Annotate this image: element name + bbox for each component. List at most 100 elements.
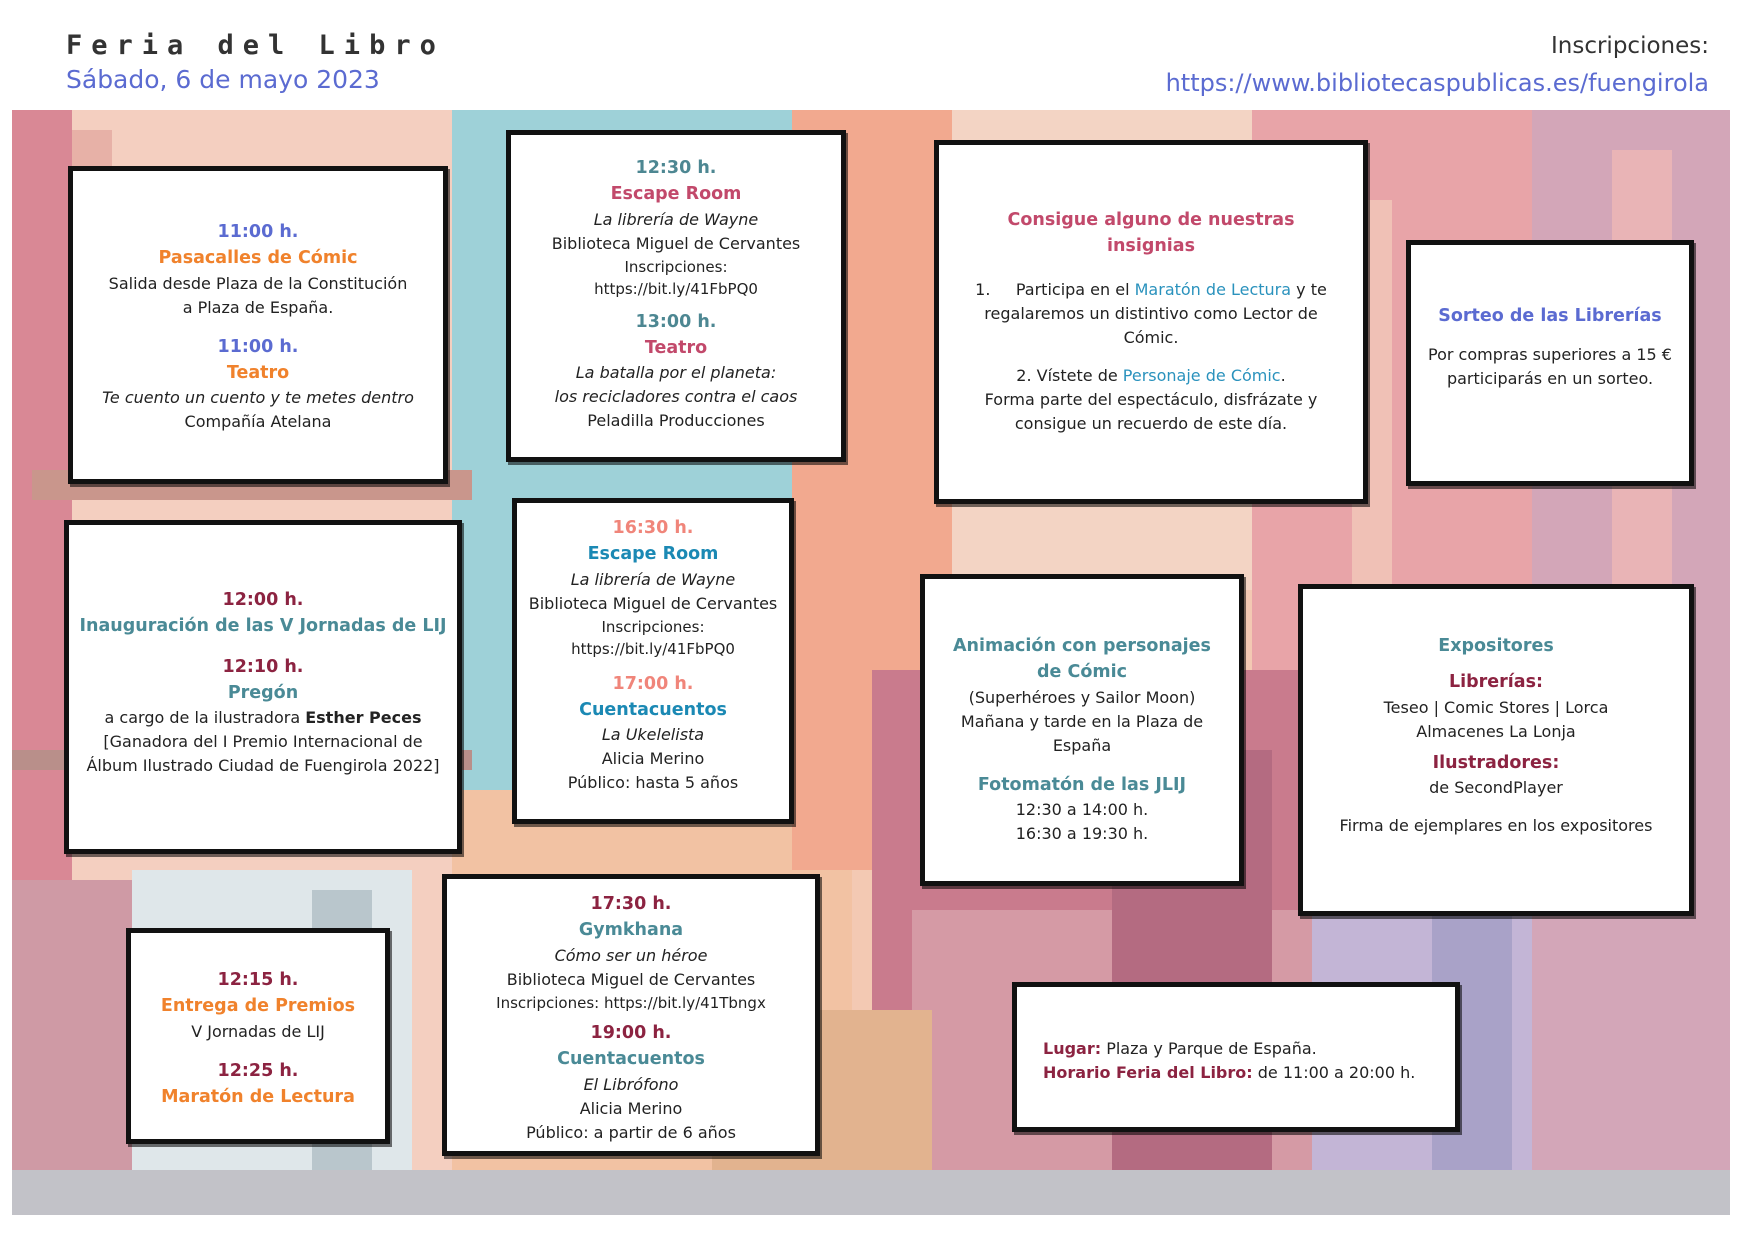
hours-value: de 11:00 a 20:00 h. — [1252, 1063, 1416, 1082]
event-subtitle: La Ukelelista — [601, 725, 705, 744]
badge-item-1: 1. Participa en el Maratón de Lectura y … — [975, 279, 1327, 299]
registration-text: Inscripciones: — [601, 617, 705, 636]
page-title: Feria del Libro — [66, 30, 445, 61]
awards-box: 12:15 h. Entrega de Premios V Jornadas d… — [126, 928, 390, 1144]
badge-item-2-line2: Forma parte del espectáculo, disfrázate … — [984, 389, 1318, 409]
box-heading: Fotomatón de las JLIJ — [977, 774, 1187, 795]
box-heading: de Cómic — [1037, 662, 1127, 683]
raffle-box: Sorteo de las Librerías Por compras supe… — [1406, 240, 1694, 486]
badge-item-1-line2: regalaremos un distintivo como Lector de — [984, 303, 1318, 323]
raffle-text: participarás en un sorteo. — [1446, 369, 1654, 389]
event-title: Escape Room — [610, 184, 742, 205]
event-description: a Plaza de España. — [182, 297, 334, 317]
registration-link[interactable]: https://www.bibliotecaspublicas.es/fueng… — [1165, 69, 1709, 97]
exhibitors-box: Expositores Librerías: Teseo | Comic Sto… — [1298, 584, 1694, 916]
event-title: Entrega de Premios — [160, 996, 356, 1017]
header-right: Inscripciones: https://www.bibliotecaspu… — [1166, 33, 1709, 97]
raffle-text: Por compras superiores a 15 € — [1428, 345, 1672, 365]
award-line: Álbum Ilustrado Ciudad de Fuengirola 202… — [86, 756, 440, 775]
registration-url[interactable]: https://bit.ly/41FbPQ0 — [571, 640, 735, 658]
event-title: Teatro — [226, 362, 290, 383]
event-title: Gymkhana — [578, 920, 684, 941]
time-label: 12:15 h. — [217, 970, 299, 990]
performer-name: Alicia Merino — [601, 749, 705, 768]
comic-characters-box: Animación con personajes de Cómic (Super… — [920, 574, 1244, 886]
event-title: Maratón de Lectura — [161, 1086, 355, 1107]
schedule-box-escape-theatre: 12:30 h. Escape Room La librería de Wayn… — [506, 130, 846, 462]
event-title: Escape Room — [587, 544, 719, 565]
location-label: Lugar: — [1043, 1039, 1102, 1058]
time-label: 12:30 h. — [635, 158, 717, 178]
location-line: Lugar: Plaza y Parque de España. — [1043, 1037, 1455, 1061]
exhibitors-list: Teseo | Comic Stores | Lorca — [1383, 697, 1609, 717]
time-label: 13:00 h. — [635, 311, 717, 332]
time-label: 16:30 h. — [612, 518, 694, 538]
header-left: Feria del Libro Sábado, 6 de mayo 2023 — [66, 30, 445, 94]
box-text: España — [1052, 735, 1112, 755]
event-title: Cuentacuentos — [579, 699, 727, 720]
event-title: Teatro — [644, 337, 708, 358]
event-description: V Jornadas de LIJ — [191, 1021, 325, 1041]
time-label: 11:00 h. — [217, 222, 299, 242]
registration-text: Inscripciones: — [624, 257, 728, 276]
badge-item-2: 2. Vístete de Personaje de Cómic. — [1016, 365, 1286, 385]
hours-label: Horario Feria del Libro: — [1043, 1063, 1253, 1082]
event-venue: Biblioteca Miguel de Cervantes — [551, 233, 801, 253]
raffle-heading: Sorteo de las Librerías — [1438, 306, 1662, 326]
exhibitors-list: de SecondPlayer — [1429, 777, 1563, 797]
evening-box: 17:30 h. Gymkhana Cómo ser un héroe Bibl… — [442, 874, 820, 1156]
company-name: Peladilla Producciones — [587, 411, 765, 430]
event-description: Salida desde Plaza de la Constitución — [108, 273, 408, 293]
play-title: los recicladores contra el caos — [554, 387, 798, 406]
time-label: 17:00 h. — [612, 673, 694, 694]
event-title: Inauguración de las V Jornadas de LIJ — [79, 616, 447, 637]
box-text: (Superhéroes y Sailor Moon) — [968, 687, 1196, 707]
location-value: Plaza y Parque de España. — [1101, 1039, 1317, 1058]
event-title: Cuentacuentos — [557, 1049, 705, 1070]
box-heading: Animación con personajes — [953, 636, 1211, 656]
time-label: 12:00 h. — [222, 590, 304, 610]
time-label: 19:00 h. — [590, 1023, 672, 1043]
registration-label: Inscripciones: — [1550, 33, 1709, 59]
badges-heading: Consigue alguno de nuestras insignias — [1007, 210, 1295, 257]
speaker-line: a cargo de la ilustradora Esther Peces — [104, 708, 422, 727]
event-subtitle: Cómo ser un héroe — [554, 945, 708, 965]
event-date: Sábado, 6 de mayo 2023 — [66, 65, 380, 94]
badges-box: Consigue alguno de nuestras insignias 1.… — [934, 140, 1368, 504]
audience-note: Público: hasta 5 años — [567, 773, 739, 792]
event-venue: Biblioteca Miguel de Cervantes — [528, 593, 778, 613]
location-box: Lugar: Plaza y Parque de España. Horario… — [1012, 982, 1460, 1132]
event-venue: Biblioteca Miguel de Cervantes — [506, 969, 756, 989]
time-label: 17:30 h. — [590, 894, 672, 914]
time-label: 11:00 h. — [217, 336, 299, 357]
opening-box: 12:00 h. Inauguración de las V Jornadas … — [64, 520, 462, 854]
box-text: Mañana y tarde en la Plaza de — [960, 711, 1204, 731]
event-subtitle: La librería de Wayne — [570, 569, 736, 589]
registration-url[interactable]: https://bit.ly/41FbPQ0 — [594, 280, 758, 298]
play-title: Te cuento un cuento y te metes dentro — [102, 388, 414, 407]
exhibitors-list: Almacenes La Lonja — [1416, 721, 1576, 741]
event-subtitle: La librería de Wayne — [593, 209, 759, 229]
illustrator-name: Esther Peces — [305, 708, 422, 727]
time-label: 12:10 h. — [222, 656, 304, 677]
company-name: Compañía Atelana — [184, 412, 332, 431]
event-title: Pasacalles de Cómic — [158, 248, 358, 269]
time-label: 12:25 h. — [217, 1060, 299, 1081]
personaje-link[interactable]: Personaje de Cómic — [1122, 365, 1281, 385]
afternoon-box: 16:30 h. Escape Room La librería de Wayn… — [512, 498, 794, 824]
exhibitors-note: Firma de ejemplares en los expositores — [1339, 815, 1653, 835]
time-slot: 12:30 a 14:00 h. — [1015, 799, 1149, 819]
schedule-box-morning: 11:00 h. Pasacalles de Cómic Salida desd… — [68, 166, 448, 484]
time-slot: 16:30 a 19:30 h. — [1015, 823, 1149, 843]
hours-line: Horario Feria del Libro: de 11:00 a 20:0… — [1043, 1061, 1455, 1085]
maraton-link[interactable]: Maratón de Lectura — [1134, 279, 1292, 299]
event-subtitle: El Librófono — [583, 1074, 679, 1094]
event-title: Pregón — [227, 682, 299, 703]
registration-text[interactable]: Inscripciones: https://bit.ly/41Tbngx — [496, 993, 766, 1012]
exhibitors-subheading: Ilustradores: — [1432, 752, 1560, 773]
play-title: La batalla por el planeta: — [575, 363, 777, 382]
exhibitors-heading: Expositores — [1438, 636, 1554, 656]
badge-item-1-line3: Cómic. — [1123, 327, 1179, 347]
performer-name: Alicia Merino — [579, 1098, 683, 1118]
badge-item-2-line3: consigue un recuerdo de este día. — [1014, 413, 1288, 433]
